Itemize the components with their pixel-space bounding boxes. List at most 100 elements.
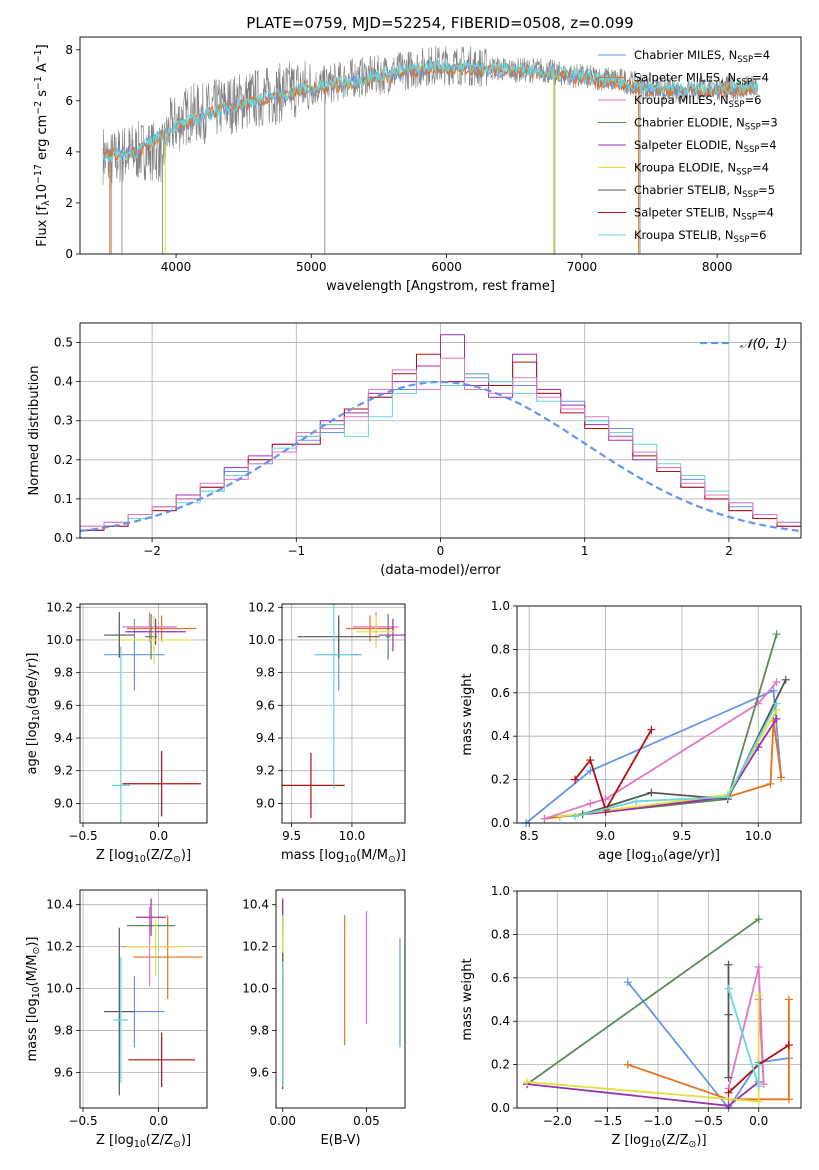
y-axis-label-sup3: −1 <box>33 76 44 90</box>
weight-marker-chabrier_miles <box>769 686 778 695</box>
errorbar-kroupa_elodie <box>356 615 396 649</box>
plot-area <box>282 604 405 819</box>
legend-label-salpeter_elodie: Salpeter ELODIE, NSSP=4 <box>634 138 777 155</box>
y-axis-label-sup2: −2 <box>33 101 44 115</box>
y-axis-label: Normed distribution <box>27 366 42 496</box>
weight-line-chabrier_miles <box>525 689 783 824</box>
x-axis-label-post: (Z/Z <box>146 848 173 863</box>
legend-tail: =4 <box>752 71 769 85</box>
y-tick-label: 0.2 <box>491 773 510 787</box>
y-axis-label-sub: 10 <box>31 986 42 998</box>
y-tick-label: 0.0 <box>54 531 73 545</box>
legend-sub: SSP <box>741 213 757 223</box>
plot-area <box>282 898 401 1090</box>
panel-weights-Z: −2.0 −1.5 −1.0 −0.5 0.0 0.0 0.2 0.4 0.6 0.8 1.0 Z [… <box>460 884 802 1150</box>
weight-line-chabrier_elodie <box>559 633 778 818</box>
legend-label-salpeter_miles: Salpeter MILES, NSSP=4 <box>634 71 769 88</box>
y-tick-label: 9.6 <box>54 698 73 712</box>
y-axis-label-sub2: ⊙ <box>31 947 42 955</box>
weight-marker-chabrier_elodie <box>754 915 763 924</box>
x-axis-label-post: (age/yr)] <box>663 848 720 863</box>
legend-label-salpeter_stelib: Salpeter STELIB, NSSP=4 <box>634 206 774 223</box>
y-axis-label-sup1: −17 <box>33 164 44 184</box>
x-axis-label-sub: 10 <box>134 854 146 865</box>
panel-mass-EBV: 0.00 0.05 9.6 9.8 10.0 10.2 10.4 E(B-V) <box>242 889 406 1148</box>
figure-title: PLATE=0759, MJD=52254, FIBERID=0508, z=0… <box>246 14 633 32</box>
legend-text: Chabrier STELIB, N <box>634 183 742 197</box>
weight-marker-salpeter_elodie <box>772 714 781 723</box>
errorbar-kroupa_elodie <box>116 615 192 665</box>
plot-area <box>102 45 759 254</box>
x-axis-label-sub2: ⊙ <box>388 854 396 865</box>
weight-marker-kroupa_miles <box>540 814 549 823</box>
panel-spectrum: 4000 5000 6000 7000 8000 0 2 4 6 8 wavelength [Ang… <box>33 36 802 294</box>
y-tick-label: 10.4 <box>242 898 269 912</box>
x-tick-label: −2.0 <box>543 1114 572 1128</box>
x-axis-label: Z [log10(Z/Z⊙)] <box>96 1133 191 1150</box>
x-tick-label: 10.0 <box>745 829 772 843</box>
legend-sub: SSP <box>734 235 750 245</box>
y-tick-label: 10.0 <box>248 633 275 647</box>
spectrum-legend: Chabrier MILES, NSSP=4 Salpeter MILES, NS… <box>598 48 778 245</box>
y-axis-label-mid4: A <box>35 63 50 76</box>
weight-marker-salpeter_stelib <box>647 725 656 734</box>
weight-marker-kroupa_stelib <box>772 699 781 708</box>
y-axis-label-sub: 10 <box>31 709 42 721</box>
y-tick-label: 0 <box>65 247 73 261</box>
panel-mass-Z: −0.5 0.09.69.810.010.210.4Z [log10(Z/Z⊙)]… <box>25 889 208 1150</box>
y-axis-label-mid: 10 <box>35 184 50 201</box>
x-tick-label: 1 <box>581 544 589 558</box>
weight-marker-kroupa_miles <box>754 962 763 971</box>
x-axis-label-post2: )] <box>696 1133 706 1148</box>
y-tick-label: 8 <box>65 43 73 57</box>
y-tick-label: 0.6 <box>491 686 510 700</box>
legend-label-chabrier_miles: Chabrier MILES, NSSP=4 <box>634 48 770 65</box>
axes-frame <box>79 889 208 1109</box>
errorbar-kroupa_stelib <box>113 957 129 1083</box>
y-tick-label: 0.0 <box>491 1101 510 1115</box>
x-axis-label-pre: Z [log <box>96 1133 134 1148</box>
y-axis-label-pre: mass [log <box>25 998 40 1061</box>
y-tick-label: 9.6 <box>256 698 275 712</box>
weight-marker-kroupa_miles <box>772 677 781 686</box>
legend-text: Kroupa ELODIE, N <box>634 161 736 175</box>
x-axis-label-sub2: ⊙ <box>173 854 181 865</box>
weight-marker-kroupa_elodie <box>754 991 763 1000</box>
y-tick-label: 10.0 <box>46 633 73 647</box>
errorbar-chabrier_stelib <box>104 927 135 1096</box>
x-axis-label-post2: )] <box>181 848 191 863</box>
y-tick-label: 0.4 <box>54 375 73 389</box>
y-tick-label: 9.8 <box>54 1023 73 1037</box>
weight-line-salpeter_stelib <box>574 729 653 813</box>
weight-marker-salpeter_miles <box>777 773 786 782</box>
x-axis-label-pre: Z [log <box>611 1133 649 1148</box>
y-tick-label: 10.0 <box>46 982 73 996</box>
x-tick-label: −1 <box>287 544 305 558</box>
legend-text: Salpeter STELIB, N <box>634 206 741 220</box>
y-tick-label: 9.4 <box>256 731 275 745</box>
x-tick-label: −1.0 <box>643 1114 672 1128</box>
x-tick-label: −2 <box>143 544 161 558</box>
plot-area <box>523 915 793 1112</box>
weight-marker-salpeter_stelib <box>784 1041 793 1050</box>
y-axis-label-post2: )] <box>25 937 40 947</box>
legend-text: Kroupa MILES, N <box>634 93 729 107</box>
x-axis-label: mass [log10(M/M⊙)] <box>281 848 406 865</box>
y-tick-label: 9.6 <box>250 1065 269 1079</box>
x-axis-label-pre: age [log <box>598 848 651 863</box>
legend-text: Salpeter ELODIE, N <box>634 138 744 152</box>
y-tick-label: 6 <box>65 94 73 108</box>
weight-line-chabrier_miles <box>627 981 790 1110</box>
legend-label-chabrier_elodie: Chabrier ELODIE, NSSP=3 <box>634 116 778 133</box>
y-tick-label: 9.8 <box>250 1023 269 1037</box>
weight-marker-chabrier_stelib <box>724 1010 733 1019</box>
errorbar-kroupa_stelib <box>314 604 354 789</box>
weight-marker-chabrier_stelib <box>647 788 656 797</box>
x-tick-label: −1.5 <box>593 1114 622 1128</box>
y-tick-label: 1.0 <box>491 884 510 898</box>
weight-marker-chabrier_stelib <box>724 1073 733 1082</box>
axes-frame <box>516 605 802 824</box>
y-tick-label: 1.0 <box>491 599 510 613</box>
panel-weights-age: 8.5 9.0 9.5 10.0 0.0 0.2 0.4 0.6 0.8 1.0 age [log1… <box>460 599 802 865</box>
